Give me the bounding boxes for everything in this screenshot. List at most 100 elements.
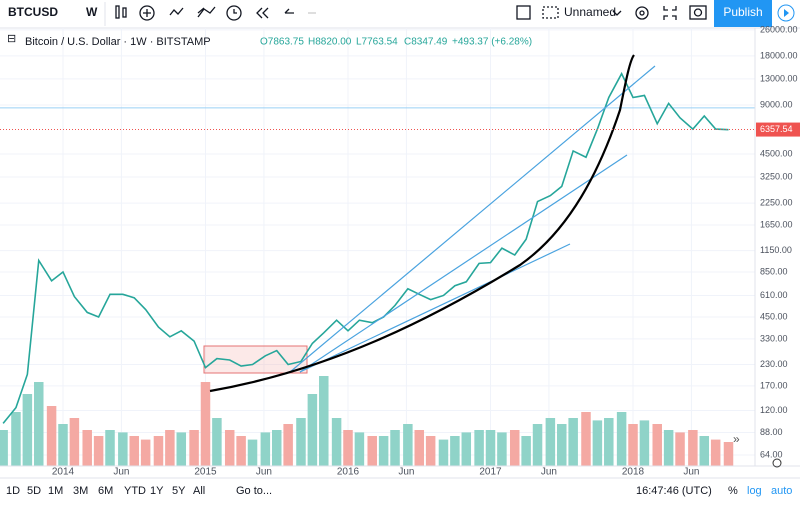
drawings <box>209 54 656 393</box>
volume-bar <box>438 439 449 466</box>
volume-bar <box>628 424 638 466</box>
volume-bar <box>58 424 68 466</box>
y-tick-label: 26000.00 <box>760 24 798 34</box>
layout-name[interactable]: Unnamed <box>564 5 616 19</box>
x-tick-label: Jun <box>398 467 414 478</box>
price-line <box>2 71 729 424</box>
x-tick-label: 2018 <box>622 467 645 478</box>
clock: 16:47:46 (UTC) <box>636 485 712 497</box>
y-tick-label: 230.00 <box>760 359 788 369</box>
volume-bar <box>153 436 164 466</box>
y-tick-label: 88.00 <box>760 427 783 437</box>
auto-toggle[interactable]: auto <box>771 485 792 497</box>
volume-bar <box>236 436 246 466</box>
scroll-right[interactable]: » <box>733 432 740 446</box>
play-icon <box>784 9 789 17</box>
goto-button[interactable]: Go to... <box>236 485 272 497</box>
volume-bar <box>105 430 115 466</box>
legend-change: +493.37 (+6.28%) <box>452 37 532 48</box>
toolbar-icons[interactable] <box>115 5 707 21</box>
volume-bar <box>450 436 460 466</box>
y-tick-label: 18000.00 <box>760 50 798 60</box>
range-button[interactable]: 1D <box>6 485 20 497</box>
volume-bar <box>545 418 556 466</box>
legend-open: O7863.75 <box>260 37 304 48</box>
range-button[interactable]: 3M <box>73 485 88 497</box>
y-tick-label: 2250.00 <box>760 197 793 207</box>
grid <box>0 28 755 466</box>
publish-label: Publish <box>723 5 762 19</box>
volume-bar <box>212 418 222 466</box>
x-tick-label: 2017 <box>479 467 502 478</box>
x-tick-label: 2014 <box>52 467 75 478</box>
volume-bar <box>378 436 389 466</box>
y-tick-label: 1650.00 <box>760 219 793 229</box>
volume-bar <box>165 430 175 466</box>
volume-bar <box>699 436 710 466</box>
range-button[interactable]: 1Y <box>150 485 164 497</box>
range-button[interactable]: YTD <box>124 485 146 497</box>
volume-bar <box>425 436 436 466</box>
y-tick-label: 13000.00 <box>760 73 798 83</box>
range-button[interactable]: All <box>193 485 205 497</box>
legend-toggle[interactable]: ⊟ <box>7 33 16 45</box>
price-plot <box>2 71 729 424</box>
volume-bar <box>461 432 472 466</box>
range-button[interactable]: 5Y <box>172 485 186 497</box>
y-tick-label: 120.00 <box>760 405 788 415</box>
volume-bar <box>474 430 484 466</box>
range-button[interactable]: 1M <box>48 485 63 497</box>
last-price-label: 6357.54 <box>760 124 793 134</box>
legend-high: H8820.00 <box>308 37 352 48</box>
volume-bar <box>509 430 520 466</box>
y-tick-label: 330.00 <box>760 333 788 343</box>
axes: 26000.00 18000.00 13000.00 9000.00 4500.00 32… <box>0 24 800 478</box>
y-tick-label: 9000.00 <box>760 99 793 109</box>
replay-button[interactable] <box>777 4 795 22</box>
volume-bar <box>200 382 211 466</box>
y-tick-label: 170.00 <box>760 380 788 390</box>
log-toggle[interactable]: log <box>747 485 762 497</box>
volume-bar <box>710 439 721 466</box>
volume-bar <box>189 430 199 466</box>
volume-bar <box>592 420 603 466</box>
volume-bar <box>390 430 400 466</box>
volume-bar <box>403 424 413 466</box>
volume-bar <box>34 382 44 466</box>
x-tick-label: Jun <box>683 467 699 478</box>
settings-icon[interactable] <box>772 458 782 468</box>
volume-bar <box>224 430 235 466</box>
y-tick-label: 64.00 <box>760 449 783 459</box>
last-price-box <box>756 122 800 137</box>
volume-bar <box>93 436 104 466</box>
volume <box>0 376 734 466</box>
symbol[interactable]: BTCUSD <box>8 5 58 19</box>
x-tick-label: 2015 <box>194 467 217 478</box>
interval[interactable]: W <box>86 5 98 19</box>
legend-title: Bitcoin / U.S. Dollar · 1W · BITSTAMP <box>25 36 211 48</box>
volume-bar <box>69 418 80 466</box>
y-tick-label: 850.00 <box>760 266 788 276</box>
percent-toggle[interactable]: % <box>728 485 738 497</box>
volume-bar <box>176 432 187 466</box>
publish-button[interactable] <box>714 0 772 27</box>
volume-bar <box>652 424 662 466</box>
volume-bar <box>497 432 507 466</box>
range-button[interactable]: 6M <box>98 485 113 497</box>
volume-bar <box>331 418 342 466</box>
y-tick-label: 4500.00 <box>760 148 793 158</box>
x-tick-label: Jun <box>541 467 557 478</box>
volume-bar <box>118 432 128 466</box>
volume-bar <box>616 412 627 466</box>
volume-bar <box>343 430 353 466</box>
x-tick-label: 2016 <box>337 467 360 478</box>
volume-bar <box>675 432 685 466</box>
y-tick-label: 450.00 <box>760 311 788 321</box>
volume-bar <box>639 420 650 466</box>
volume-bar <box>581 412 591 466</box>
volume-bar <box>367 436 377 466</box>
volume-bar <box>723 442 734 466</box>
volume-bar <box>532 424 543 466</box>
volume-bar <box>11 412 21 466</box>
range-button[interactable]: 5D <box>27 485 41 497</box>
